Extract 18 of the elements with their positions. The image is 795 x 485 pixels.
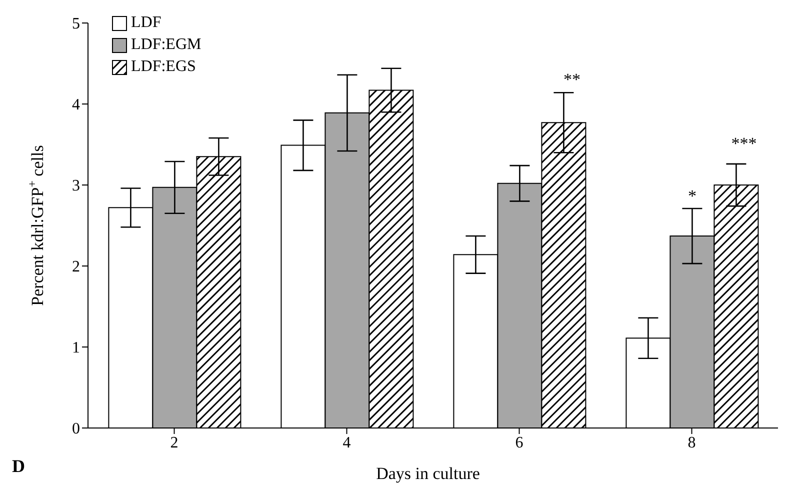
y-tick-label: 3 xyxy=(72,178,80,195)
y-tick-label: 1 xyxy=(72,340,80,357)
annotation: ** xyxy=(564,70,580,90)
x-tick-label: 8 xyxy=(688,434,696,452)
legend-label: LDF:EGM xyxy=(131,36,202,54)
text: D xyxy=(12,456,25,477)
x-tick-label: 6 xyxy=(515,434,524,452)
y-tick-label: 0 xyxy=(72,420,80,438)
legend-label: LDF:EGS xyxy=(131,58,196,76)
y-tick-label: 5 xyxy=(72,16,80,33)
x-axis-title: Days in culture xyxy=(376,464,480,483)
x-tick-label: 2 xyxy=(170,434,178,452)
y-tick-label: 2 xyxy=(72,258,80,276)
annotation: * xyxy=(688,186,696,206)
x-tick-label: 4 xyxy=(342,434,351,452)
legend-label: LDF xyxy=(131,14,162,32)
y-tick-label: 4 xyxy=(72,96,80,114)
annotation: *** xyxy=(731,134,757,154)
